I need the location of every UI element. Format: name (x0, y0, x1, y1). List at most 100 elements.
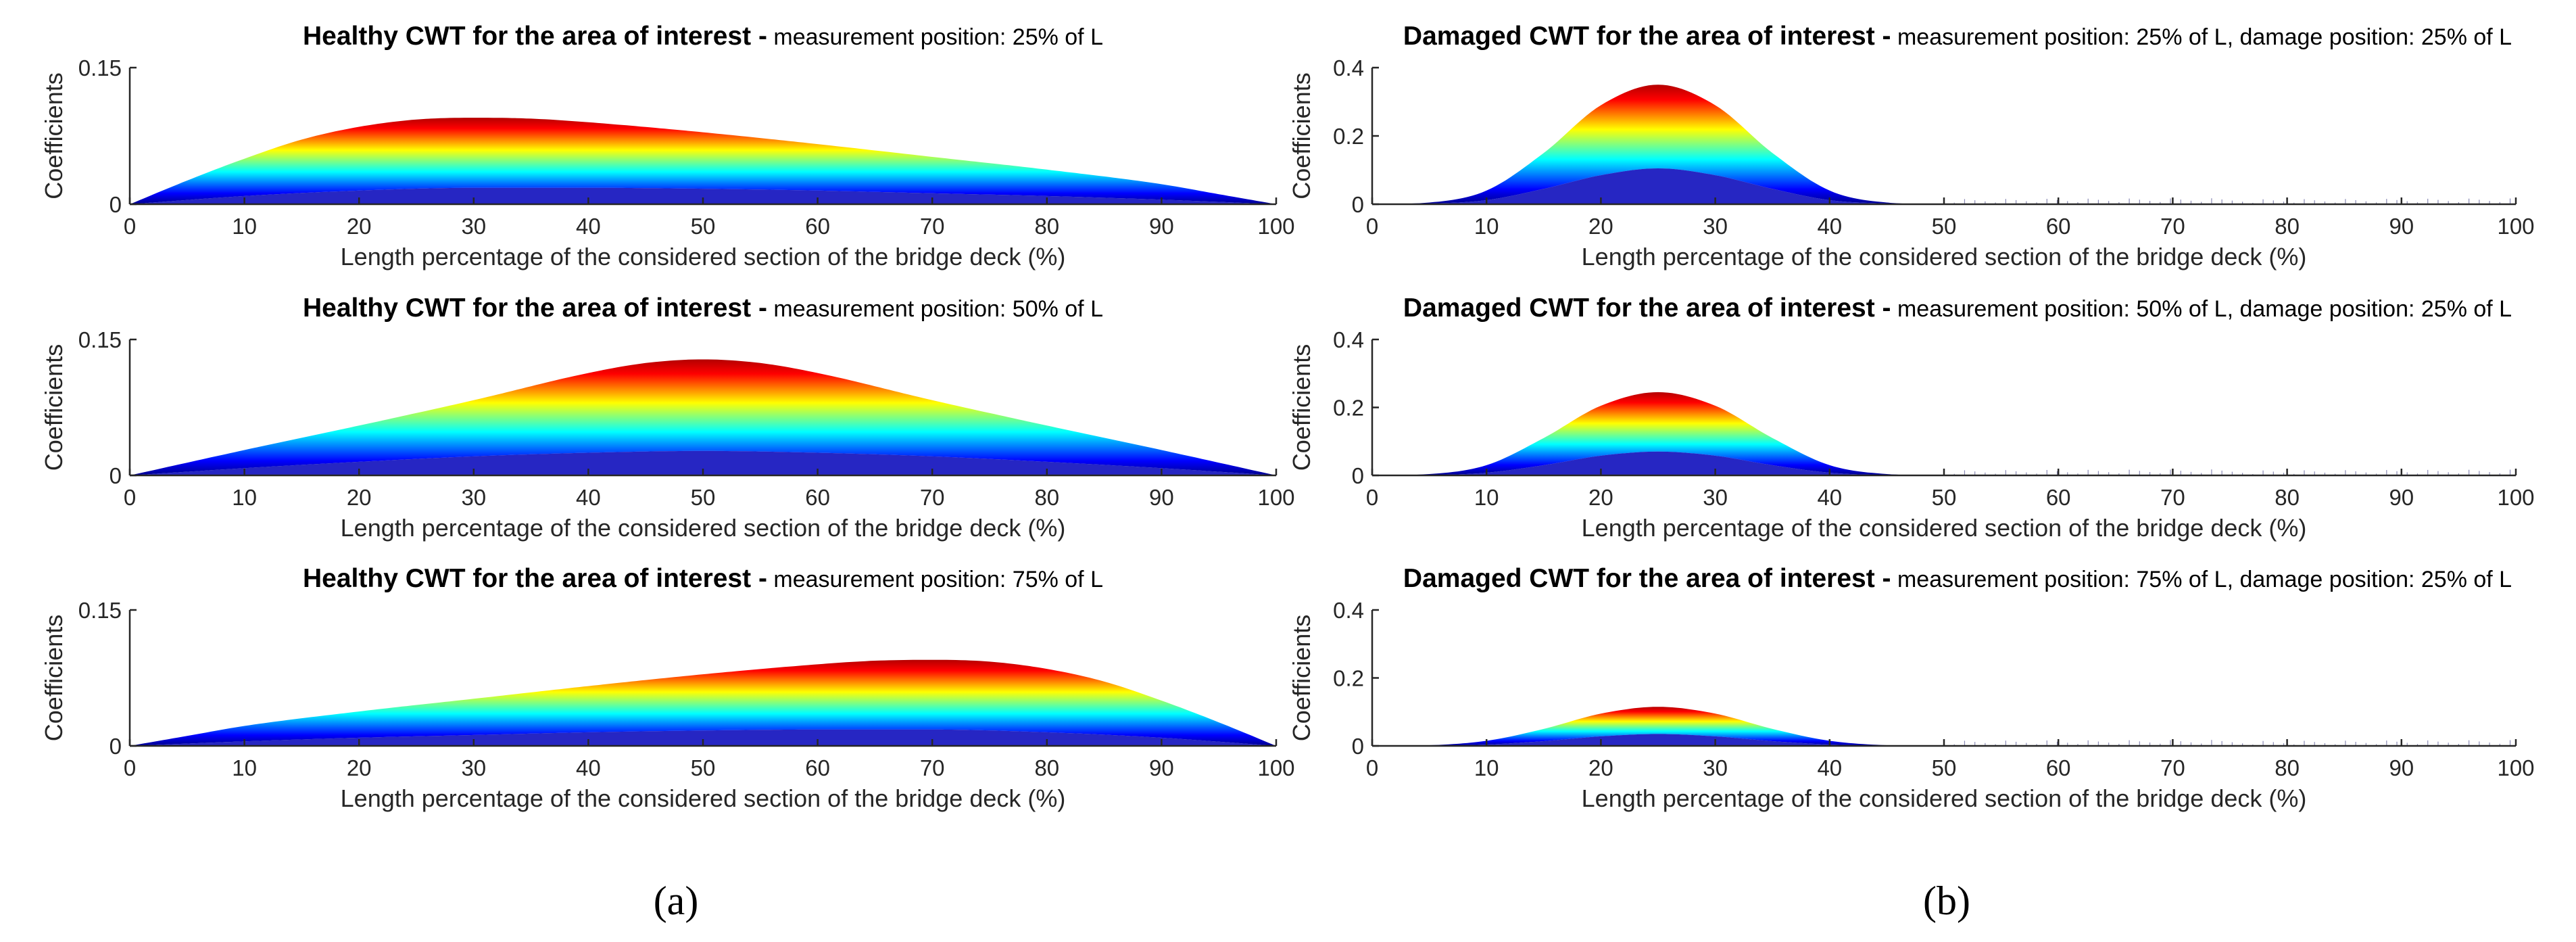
y-tick-label: 0 (110, 734, 122, 759)
chart-damaged-25: 0 10 20 30 40 50 60 70 80 90 100 0 0.2 0.4 Length perc… (1288, 22, 2535, 270)
chart-title-sub: measurement position: 50% of L, damage p… (1891, 296, 2512, 322)
y-tick-label: 0 (1352, 463, 1364, 488)
x-tick-label: 20 (347, 755, 372, 780)
x-axis-title: Length percentage of the considered sect… (341, 784, 1066, 812)
x-tick-label: 60 (2046, 755, 2071, 780)
chart-title: Healthy CWT for the area of interest - m… (303, 564, 1103, 593)
x-tick-label: 30 (461, 485, 486, 510)
x-tick-label: 60 (2046, 485, 2071, 510)
x-tick-label: 80 (1034, 214, 1059, 239)
x-tick-label: 20 (1588, 755, 1613, 780)
x-tick-label: 70 (2160, 485, 2185, 510)
x-tick-label: 100 (2497, 485, 2534, 510)
chart-title-main: Healthy CWT for the area of interest - (303, 22, 767, 51)
chart-healthy-25: 0 10 20 30 40 50 60 70 80 90 100 0 0.15 Length percen… (40, 22, 1295, 270)
x-tick-label: 60 (805, 755, 830, 780)
y-tick-label: 0 (110, 192, 122, 217)
x-tick-label: 40 (1817, 755, 1842, 780)
x-tick-label: 20 (347, 214, 372, 239)
cwt-area-band (1372, 392, 2516, 475)
x-tick-label: 0 (124, 485, 136, 510)
noise-marks (1943, 198, 2511, 204)
x-tick-label: 50 (1932, 755, 1957, 780)
x-tick-label: 80 (2275, 214, 2300, 239)
x-tick-label: 40 (576, 214, 601, 239)
cwt-lower-fill (1372, 734, 2516, 746)
chart-title-sub: measurement position: 25% of L, damage p… (1891, 24, 2512, 50)
chart-title: Damaged CWT for the area of interest - m… (1403, 564, 2512, 593)
x-tick-label: 30 (461, 755, 486, 780)
chart-title-sub: measurement position: 50% of L (767, 296, 1103, 322)
x-axis-title: Length percentage of the considered sect… (341, 514, 1066, 542)
x-tick-label: 70 (920, 755, 945, 780)
x-tick-label: 100 (2497, 755, 2534, 780)
x-tick-label: 70 (2160, 214, 2185, 239)
panel-label-a: (a) (654, 878, 699, 923)
x-axis-title: Length percentage of the considered sect… (1582, 784, 2307, 812)
cwt-lower-fill (1372, 168, 2516, 204)
chart-title: Healthy CWT for the area of interest - m… (303, 293, 1103, 323)
y-tick-label: 0.2 (1333, 124, 1364, 149)
y-tick-label: 0.2 (1333, 396, 1364, 421)
y-axis-title: Coefficients (40, 72, 68, 199)
y-tick-label: 0.2 (1333, 666, 1364, 691)
x-tick-label: 70 (2160, 755, 2185, 780)
chart-healthy-75: 0 10 20 30 40 50 60 70 80 90 100 0 0.15 Length percen… (40, 564, 1295, 812)
cwt-lower-fill (130, 450, 1276, 475)
x-axis-title: Length percentage of the considered sect… (1582, 243, 2307, 270)
x-tick-label: 50 (1932, 485, 1957, 510)
x-tick-label: 100 (1257, 755, 1294, 780)
x-tick-label: 10 (1474, 214, 1499, 239)
x-tick-label: 80 (1034, 485, 1059, 510)
x-tick-label: 70 (920, 485, 945, 510)
noise-marks (1943, 740, 2511, 746)
x-tick-label: 30 (1703, 755, 1728, 780)
cwt-lower-fill (130, 729, 1276, 746)
x-tick-label: 30 (1703, 485, 1728, 510)
chart-title-main: Healthy CWT for the area of interest - (303, 564, 767, 593)
x-tick-label: 60 (805, 485, 830, 510)
x-tick-label: 20 (1588, 214, 1613, 239)
y-tick-label: 0 (1352, 192, 1364, 217)
x-tick-label: 40 (1817, 214, 1842, 239)
cwt-area-band (130, 118, 1276, 204)
cwt-area-band (130, 359, 1276, 475)
y-tick-label: 0.4 (1333, 55, 1364, 80)
x-tick-label: 0 (1366, 485, 1378, 510)
y-tick-label: 0.4 (1333, 327, 1364, 352)
chart-title-main: Healthy CWT for the area of interest - (303, 293, 767, 323)
chart-title-sub: measurement position: 75% of L, damage p… (1891, 567, 2512, 592)
x-tick-label: 70 (920, 214, 945, 239)
x-tick-label: 10 (1474, 755, 1499, 780)
x-tick-label: 80 (1034, 755, 1059, 780)
cwt-area-band (1372, 707, 2516, 746)
x-tick-label: 100 (1257, 485, 1294, 510)
y-axis-title: Coefficients (1288, 72, 1315, 199)
x-axis-title: Length percentage of the considered sect… (1582, 514, 2307, 542)
cwt-lower-fill (1372, 451, 2516, 475)
x-axis-title: Length percentage of the considered sect… (341, 243, 1066, 270)
chart-title-sub: measurement position: 25% of L (767, 24, 1103, 50)
noise-marks (1943, 469, 2511, 475)
chart-healthy-50: 0 10 20 30 40 50 60 70 80 90 100 0 0.15 Length percen… (40, 293, 1295, 542)
x-tick-label: 40 (1817, 485, 1842, 510)
x-tick-label: 90 (1149, 485, 1174, 510)
y-tick-label: 0.15 (78, 598, 122, 623)
x-tick-label: 0 (124, 214, 136, 239)
x-tick-label: 0 (1366, 755, 1378, 780)
x-tick-label: 50 (691, 214, 716, 239)
chart-title: Damaged CWT for the area of interest - m… (1403, 22, 2512, 51)
panel-label-b: (b) (1923, 878, 1970, 923)
cwt-lower-fill (130, 187, 1276, 204)
x-tick-label: 10 (232, 214, 257, 239)
x-tick-label: 40 (576, 485, 601, 510)
cwt-area-band (1372, 85, 2516, 204)
x-tick-label: 20 (347, 485, 372, 510)
chart-title-main: Damaged CWT for the area of interest - (1403, 22, 1891, 51)
chart-title: Healthy CWT for the area of interest - m… (303, 22, 1103, 51)
y-tick-label: 0.15 (78, 327, 122, 352)
y-axis-title: Coefficients (40, 615, 68, 741)
chart-damaged-50: 0 10 20 30 40 50 60 70 80 90 100 0 0.2 0.4 Length perc… (1288, 293, 2535, 542)
chart-damaged-75: 0 10 20 30 40 50 60 70 80 90 100 0 0.2 0.4 Length perc… (1288, 564, 2535, 812)
